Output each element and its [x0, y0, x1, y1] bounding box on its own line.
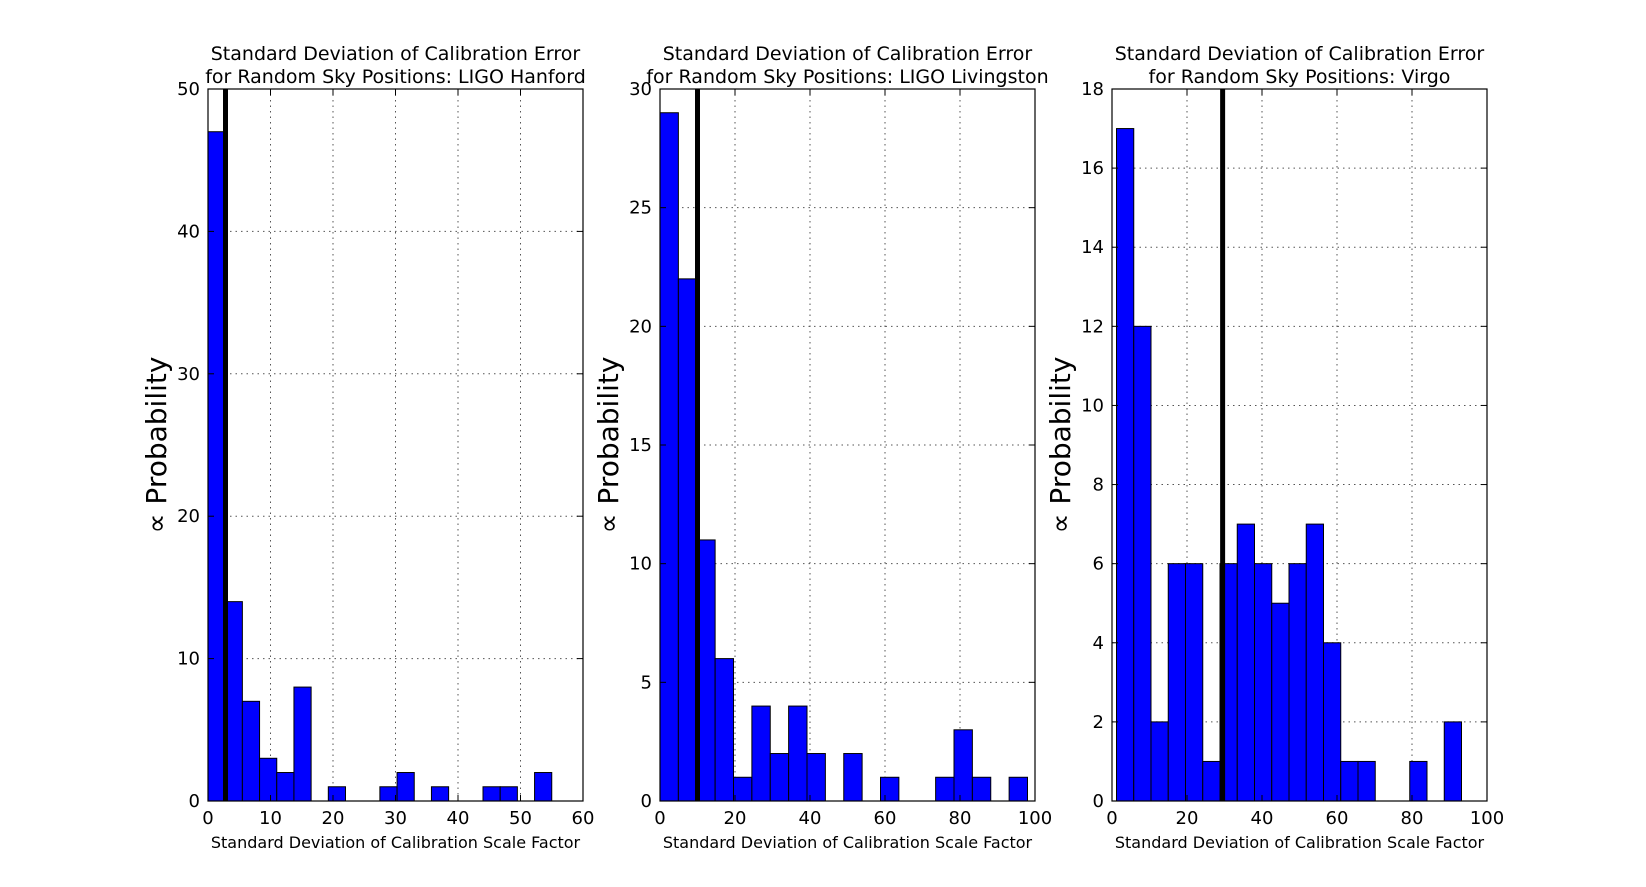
- histogram-bar: [277, 773, 294, 801]
- chart-title-line-1: Standard Deviation of Calibration Error: [211, 43, 581, 65]
- chart-panel-3: 0 20 40 60 80 100 0 2 4 6 8 10 12 14 16 18 Standard Devi…: [1044, 43, 1504, 852]
- histogram-bar: [715, 659, 733, 801]
- x-tick-label: 0: [202, 808, 213, 829]
- x-tick-label: 60: [1326, 808, 1349, 829]
- x-axis-label: Standard Deviation of Calibration Scale …: [663, 833, 1033, 852]
- histogram-bar: [1151, 722, 1168, 801]
- chart-panel-1: 0 10 20 30 40 50 60 0 10 20 30 40 50 Standard Deviati…: [140, 43, 594, 852]
- y-tick-label: 10: [1081, 395, 1104, 416]
- histogram-bar: [770, 754, 788, 801]
- histogram-bar: [881, 777, 899, 801]
- x-tick-label: 0: [1106, 808, 1117, 829]
- histogram-bar: [1134, 326, 1151, 801]
- x-tick-label: 50: [509, 808, 532, 829]
- histogram-bar: [380, 787, 397, 801]
- x-tick-label: 0: [654, 808, 665, 829]
- x-tick-label: 80: [1401, 808, 1424, 829]
- y-axis-label: ∝ Probability: [140, 357, 173, 534]
- histogram-bar: [260, 758, 277, 801]
- y-tick-label: 40: [177, 221, 200, 242]
- chart-title-line-2: for Random Sky Positions: LIGO Hanford: [205, 66, 586, 88]
- y-tick-label: 15: [629, 435, 652, 456]
- histogram-bar: [242, 701, 259, 801]
- histogram-bar: [483, 787, 500, 801]
- x-axis-label: Standard Deviation of Calibration Scale …: [211, 833, 581, 852]
- histogram-bar: [397, 773, 414, 801]
- histogram-bar: [431, 787, 448, 801]
- histogram-bar: [500, 787, 517, 801]
- y-tick-label: 30: [177, 364, 200, 385]
- x-tick-label: 100: [1018, 808, 1052, 829]
- y-tick-label: 10: [629, 554, 652, 575]
- histogram-bar: [1168, 564, 1185, 801]
- y-tick-label: 5: [641, 672, 652, 693]
- y-axis-label: ∝ Probability: [592, 357, 625, 534]
- histogram-bar: [1341, 761, 1358, 801]
- x-tick-label: 20: [1176, 808, 1199, 829]
- x-tick-label: 80: [949, 808, 972, 829]
- histogram-bar: [294, 687, 311, 801]
- histogram-bar: [1237, 524, 1254, 801]
- histogram-bar: [1306, 524, 1323, 801]
- chart-title-line-2: for Random Sky Positions: Virgo: [1149, 66, 1451, 88]
- histogram-bar: [1255, 564, 1272, 801]
- chart-title-line-1: Standard Deviation of Calibration Error: [663, 43, 1033, 65]
- y-tick-label: 0: [1093, 791, 1104, 812]
- histogram-bar: [1009, 777, 1027, 801]
- y-tick-label: 20: [177, 506, 200, 527]
- y-tick-label: 10: [177, 649, 200, 670]
- y-tick-label: 25: [629, 198, 652, 219]
- histogram-bar: [844, 754, 862, 801]
- y-tick-label: 12: [1081, 316, 1104, 337]
- histogram-bar: [1272, 603, 1289, 801]
- histogram-bar: [1358, 761, 1375, 801]
- x-tick-label: 20: [724, 808, 747, 829]
- x-tick-label: 10: [259, 808, 282, 829]
- chart-title-line-1: Standard Deviation of Calibration Error: [1115, 43, 1485, 65]
- histogram-bar: [678, 279, 696, 801]
- histogram-bar: [789, 706, 807, 801]
- histogram-bar: [807, 754, 825, 801]
- histogram-bar: [1444, 722, 1461, 801]
- y-axis-label: ∝ Probability: [1044, 357, 1077, 534]
- x-tick-label: 40: [1251, 808, 1274, 829]
- histogram-bar: [972, 777, 990, 801]
- y-tick-label: 14: [1081, 237, 1104, 258]
- y-tick-label: 2: [1093, 712, 1104, 733]
- histogram-bar: [208, 132, 225, 801]
- histogram-bar: [535, 773, 552, 801]
- y-tick-label: 18: [1081, 79, 1104, 100]
- y-tick-label: 8: [1093, 475, 1104, 496]
- y-tick-label: 16: [1081, 158, 1104, 179]
- histogram-bar: [1324, 643, 1341, 801]
- y-tick-label: 0: [189, 791, 200, 812]
- x-tick-label: 20: [322, 808, 345, 829]
- y-tick-label: 4: [1093, 633, 1104, 654]
- histogram-bar: [1186, 564, 1203, 801]
- histogram-bar: [1117, 129, 1134, 801]
- y-tick-label: 6: [1093, 554, 1104, 575]
- x-tick-label: 60: [874, 808, 897, 829]
- histogram-bar: [954, 730, 972, 801]
- x-tick-label: 100: [1470, 808, 1504, 829]
- histogram-bar: [936, 777, 954, 801]
- y-tick-label: 50: [177, 79, 200, 100]
- y-tick-label: 0: [641, 791, 652, 812]
- x-axis-label: Standard Deviation of Calibration Scale …: [1115, 833, 1485, 852]
- histogram-bar: [734, 777, 752, 801]
- histogram-bar: [328, 787, 345, 801]
- chart-title-line-2: for Random Sky Positions: LIGO Livingsto…: [646, 66, 1048, 88]
- x-tick-label: 40: [447, 808, 470, 829]
- x-tick-label: 30: [384, 808, 407, 829]
- histogram-bar: [660, 113, 678, 801]
- y-tick-label: 20: [629, 316, 652, 337]
- x-tick-label: 40: [799, 808, 822, 829]
- histogram-bar: [1289, 564, 1306, 801]
- x-tick-label: 60: [572, 808, 595, 829]
- histogram-bar: [1203, 761, 1220, 801]
- histogram-bar: [752, 706, 770, 801]
